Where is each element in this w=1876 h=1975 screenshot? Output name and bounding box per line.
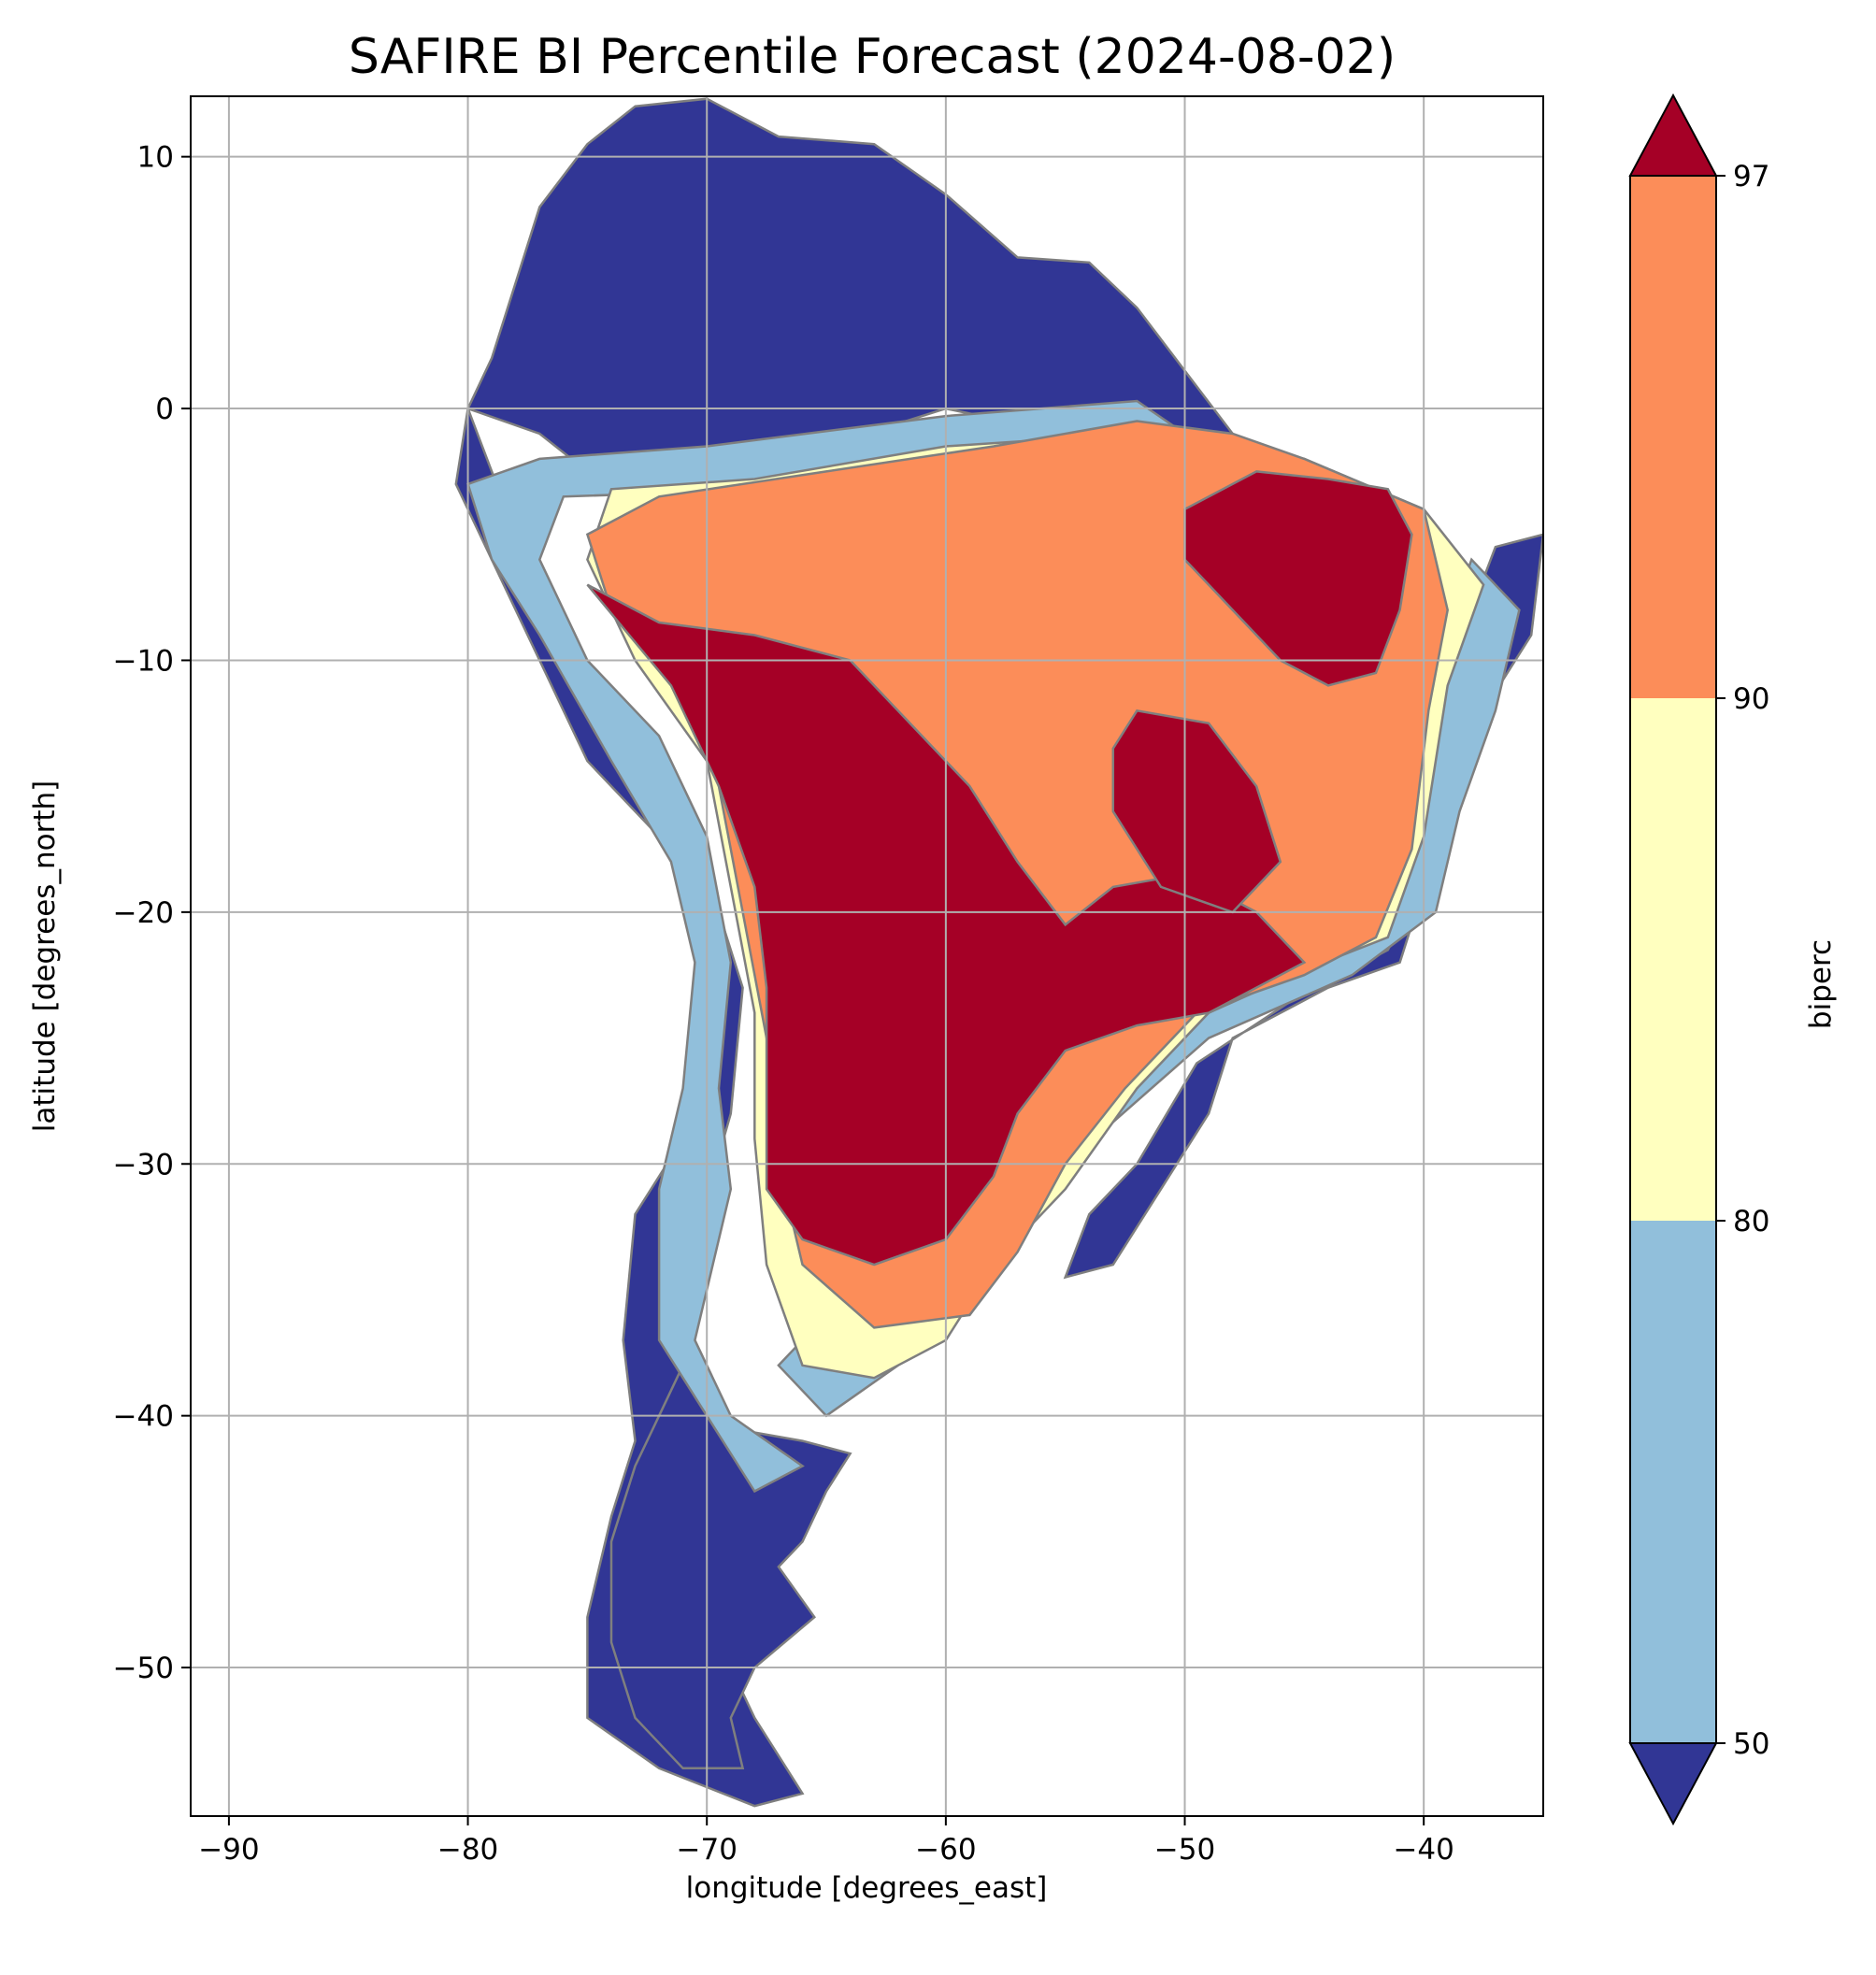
x-tick-label: −40 xyxy=(1393,1833,1454,1867)
colorbar: 97 90 80 50 xyxy=(1628,93,1769,1826)
y-tick-label: −20 xyxy=(113,896,174,930)
x-axis-label: longitude [degrees_east] xyxy=(686,1871,1048,1905)
y-axis-label: latitude [degrees_north] xyxy=(28,780,62,1132)
colorbar-segment xyxy=(1630,698,1716,1221)
colorbar-label: biperc xyxy=(1804,939,1838,1029)
y-axis-ticks: 10 0 −10 −20 −30 −40 −50 xyxy=(113,141,191,1685)
colorbar-segment xyxy=(1630,176,1716,698)
colorbar-extend-top xyxy=(1628,93,1718,177)
plot-frame xyxy=(190,95,1544,1817)
colorbar-tick-label: 50 xyxy=(1733,1727,1769,1761)
y-tick-label: −10 xyxy=(113,644,174,678)
x-tick-label: −70 xyxy=(677,1833,738,1867)
colorbar-tick-label: 90 xyxy=(1733,682,1769,716)
y-tick-label: −50 xyxy=(113,1652,174,1685)
colorbar-tick-label: 97 xyxy=(1733,160,1769,193)
plot-area: −90 −80 −70 −60 −50 −40 10 0 −10 −20 −30 −40 −50 xyxy=(113,95,1544,1867)
colorbar-frame xyxy=(1629,175,1717,1744)
x-tick-label: −50 xyxy=(1154,1833,1215,1867)
y-tick-label: −40 xyxy=(113,1400,174,1434)
x-axis-ticks: −90 −80 −70 −60 −50 −40 xyxy=(198,1816,1454,1867)
colorbar-segment xyxy=(1630,1221,1716,1743)
gridlines xyxy=(191,96,1543,1816)
y-tick-label: −30 xyxy=(113,1148,174,1181)
x-tick-label: −80 xyxy=(437,1833,498,1867)
y-tick-label: 0 xyxy=(155,393,174,426)
x-tick-label: −90 xyxy=(198,1833,259,1867)
y-tick-label: 10 xyxy=(137,141,174,175)
colorbar-tick-label: 80 xyxy=(1733,1205,1769,1238)
colorbar-extend-bottom xyxy=(1628,1742,1718,1826)
x-tick-label: −60 xyxy=(915,1833,976,1867)
chart-title: SAFIRE BI Percentile Forecast (2024-08-0… xyxy=(349,29,1396,85)
